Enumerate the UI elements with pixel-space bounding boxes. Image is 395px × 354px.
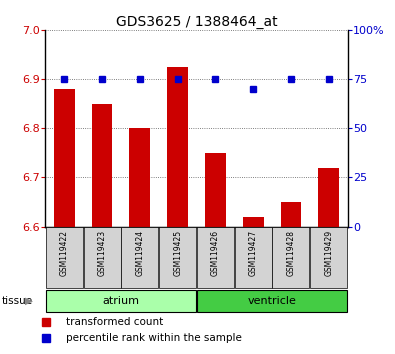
Bar bbox=[197, 290, 347, 312]
Bar bbox=[167, 67, 188, 227]
Text: GSM119423: GSM119423 bbox=[98, 230, 107, 276]
Text: ▶: ▶ bbox=[24, 296, 32, 306]
Text: GSM119429: GSM119429 bbox=[324, 230, 333, 276]
Text: GSM119426: GSM119426 bbox=[211, 230, 220, 276]
Bar bbox=[243, 217, 263, 227]
Bar bbox=[121, 227, 158, 288]
Bar bbox=[130, 129, 150, 227]
Bar bbox=[46, 227, 83, 288]
Title: GDS3625 / 1388464_at: GDS3625 / 1388464_at bbox=[116, 15, 277, 29]
Text: percentile rank within the sample: percentile rank within the sample bbox=[66, 332, 242, 343]
Text: GSM119424: GSM119424 bbox=[135, 230, 144, 276]
Text: GSM119427: GSM119427 bbox=[249, 230, 258, 276]
Bar bbox=[310, 227, 347, 288]
Bar bbox=[205, 153, 226, 227]
Text: atrium: atrium bbox=[102, 296, 139, 306]
Bar bbox=[92, 104, 113, 227]
Bar bbox=[159, 227, 196, 288]
Bar bbox=[318, 168, 339, 227]
Text: transformed count: transformed count bbox=[66, 317, 163, 327]
Bar bbox=[273, 227, 309, 288]
Bar bbox=[280, 202, 301, 227]
Bar bbox=[54, 89, 75, 227]
Bar bbox=[84, 227, 120, 288]
Text: tissue: tissue bbox=[2, 296, 33, 306]
Text: GSM119425: GSM119425 bbox=[173, 230, 182, 276]
Text: GSM119428: GSM119428 bbox=[286, 230, 295, 276]
Text: GSM119422: GSM119422 bbox=[60, 230, 69, 276]
Bar bbox=[197, 227, 234, 288]
Bar bbox=[235, 227, 272, 288]
Bar bbox=[46, 290, 196, 312]
Text: ventricle: ventricle bbox=[248, 296, 297, 306]
